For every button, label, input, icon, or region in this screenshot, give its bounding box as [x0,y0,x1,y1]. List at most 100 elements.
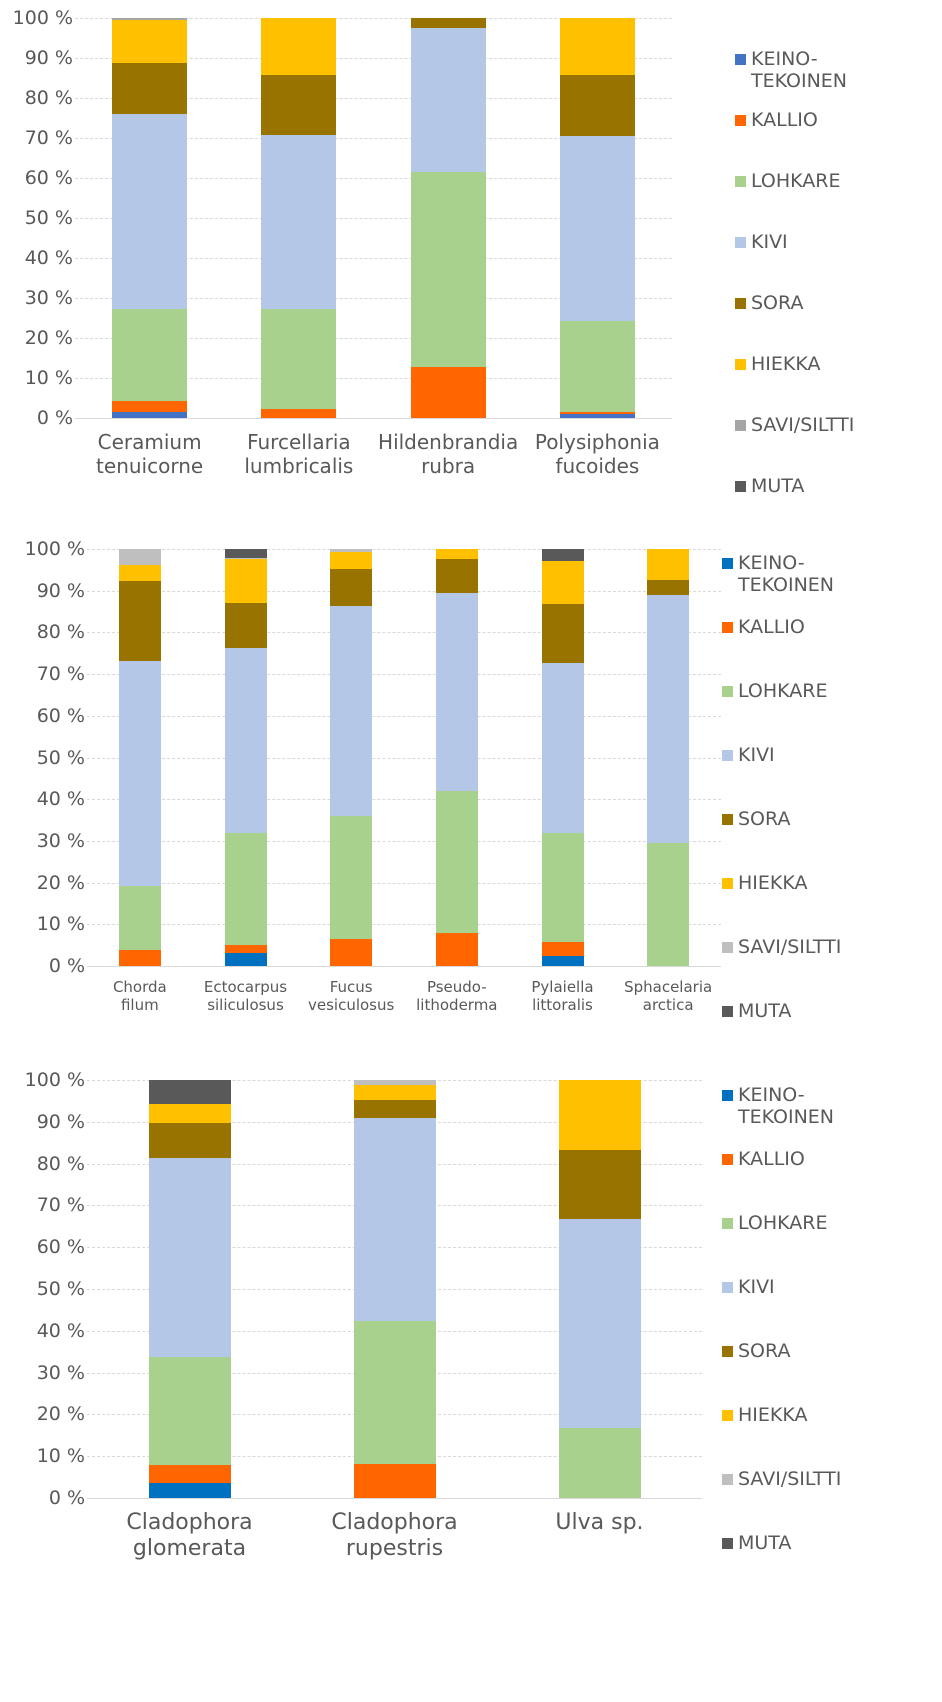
bar-segment [118,950,161,966]
bar-segment [330,569,373,606]
bar-segment [224,602,267,649]
legend-swatch [735,359,746,370]
bar-segment [224,833,267,946]
y-tick-label: 40 % [36,788,85,811]
legend-label: KIVI [738,744,775,766]
legend-swatch [722,686,733,697]
x-tick-label: Cladophora rupestris [331,1510,458,1562]
legend-swatch [735,115,746,126]
bar-segment [148,1482,231,1498]
bar-segment [559,135,635,322]
legend-label: MUTA [751,475,805,497]
bar-segment [261,409,337,418]
y-tick-label: 30 % [36,829,85,852]
bar-segment [353,1464,436,1498]
bar-segment [410,171,486,367]
legend-swatch [722,1154,733,1165]
bar-segment [112,400,188,412]
x-tick-label: Polysiphonia fucoides [534,430,660,478]
y-tick-label: 90 % [36,1110,85,1133]
legend-swatch [722,622,733,633]
bar-segment [647,549,690,580]
bar-segment [435,559,478,593]
y-tick-label: 60 % [36,704,85,727]
bar-segment [353,1321,436,1465]
grid-line [87,674,721,676]
bar-segment [541,549,584,561]
bar-segment [559,74,635,136]
bar-segment [261,18,337,75]
grid-line [75,418,672,419]
grid-line [87,590,721,592]
legend-swatch [722,942,733,953]
grid-line [75,58,672,59]
legend-label: KEINO-TEKOINEN [738,552,835,596]
bar-segment [261,309,337,410]
bar-segment [118,581,161,662]
y-tick-label: 100 % [24,538,85,560]
bar-segment [261,135,337,310]
bar-segment [541,662,584,833]
y-tick-label: 20 % [36,871,85,894]
bar-segment [435,790,478,933]
grid-line [75,178,672,179]
y-tick-label: 50 % [36,1278,85,1300]
grid-line [87,632,721,634]
bar-segment [112,114,188,309]
y-tick-label: 80 % [36,621,85,644]
bar-segment [647,595,690,843]
y-tick-label: 40 % [24,247,73,269]
bar-segment [435,932,478,966]
legend-label: HIEKKA [751,353,821,375]
grid-line [87,715,721,717]
x-tick-label: Sphacelaria arctica [624,978,713,1014]
bar-segment [148,1122,231,1158]
legend-label: KALLIO [738,1148,805,1170]
legend-label: SAVI/SILTTI [751,414,855,436]
bar-segment [112,20,188,64]
legend-label: KALLIO [738,616,805,638]
bar-segment [410,27,486,172]
y-tick-label: 50 % [36,746,85,769]
legend-label: LOHKARE [751,170,841,192]
legend-label: SORA [738,1340,791,1362]
legend-swatch [722,1410,733,1421]
grid-line [87,966,721,967]
y-tick-label: 60 % [36,1236,85,1259]
x-tick-label: Pylaiella littoralis [531,978,594,1014]
legend-swatch [722,558,733,569]
legend-swatch [722,750,733,761]
x-tick-label: Pseudo-lithoderma [416,978,498,1014]
x-tick-label: Fucus vesiculosus [307,978,395,1014]
bar-segment [118,549,161,565]
y-tick-label: 60 % [24,167,73,189]
grid-line [87,840,721,842]
y-tick-label: 70 % [36,663,85,686]
bar-segment [148,1080,231,1104]
x-tick-label: Ulva sp. [555,1510,644,1535]
grid-line [75,218,672,219]
grid-line [75,98,672,99]
bar-segment [559,18,635,75]
legend-label: KEINO-TEKOINEN [751,48,848,92]
legend-label: KALLIO [751,109,818,131]
bar-segment [224,549,267,559]
legend-swatch [735,54,746,65]
bar-segment [558,1080,641,1150]
y-tick-label: 30 % [24,287,73,309]
bar-segment [353,1085,436,1100]
bar-segment [558,1219,641,1429]
grid-line [75,18,672,19]
bar-segment [330,605,373,817]
y-tick-label: 10 % [36,1445,85,1468]
bar-segment [558,1428,641,1498]
bar-segment [224,945,267,953]
y-tick-label: 80 % [36,1152,85,1175]
legend-label: LOHKARE [738,1212,828,1234]
bar-segment [118,661,161,886]
legend-label: HIEKKA [738,1404,808,1426]
bar-segment [112,63,188,114]
legend-swatch [722,1218,733,1229]
bar-segment [112,412,188,418]
